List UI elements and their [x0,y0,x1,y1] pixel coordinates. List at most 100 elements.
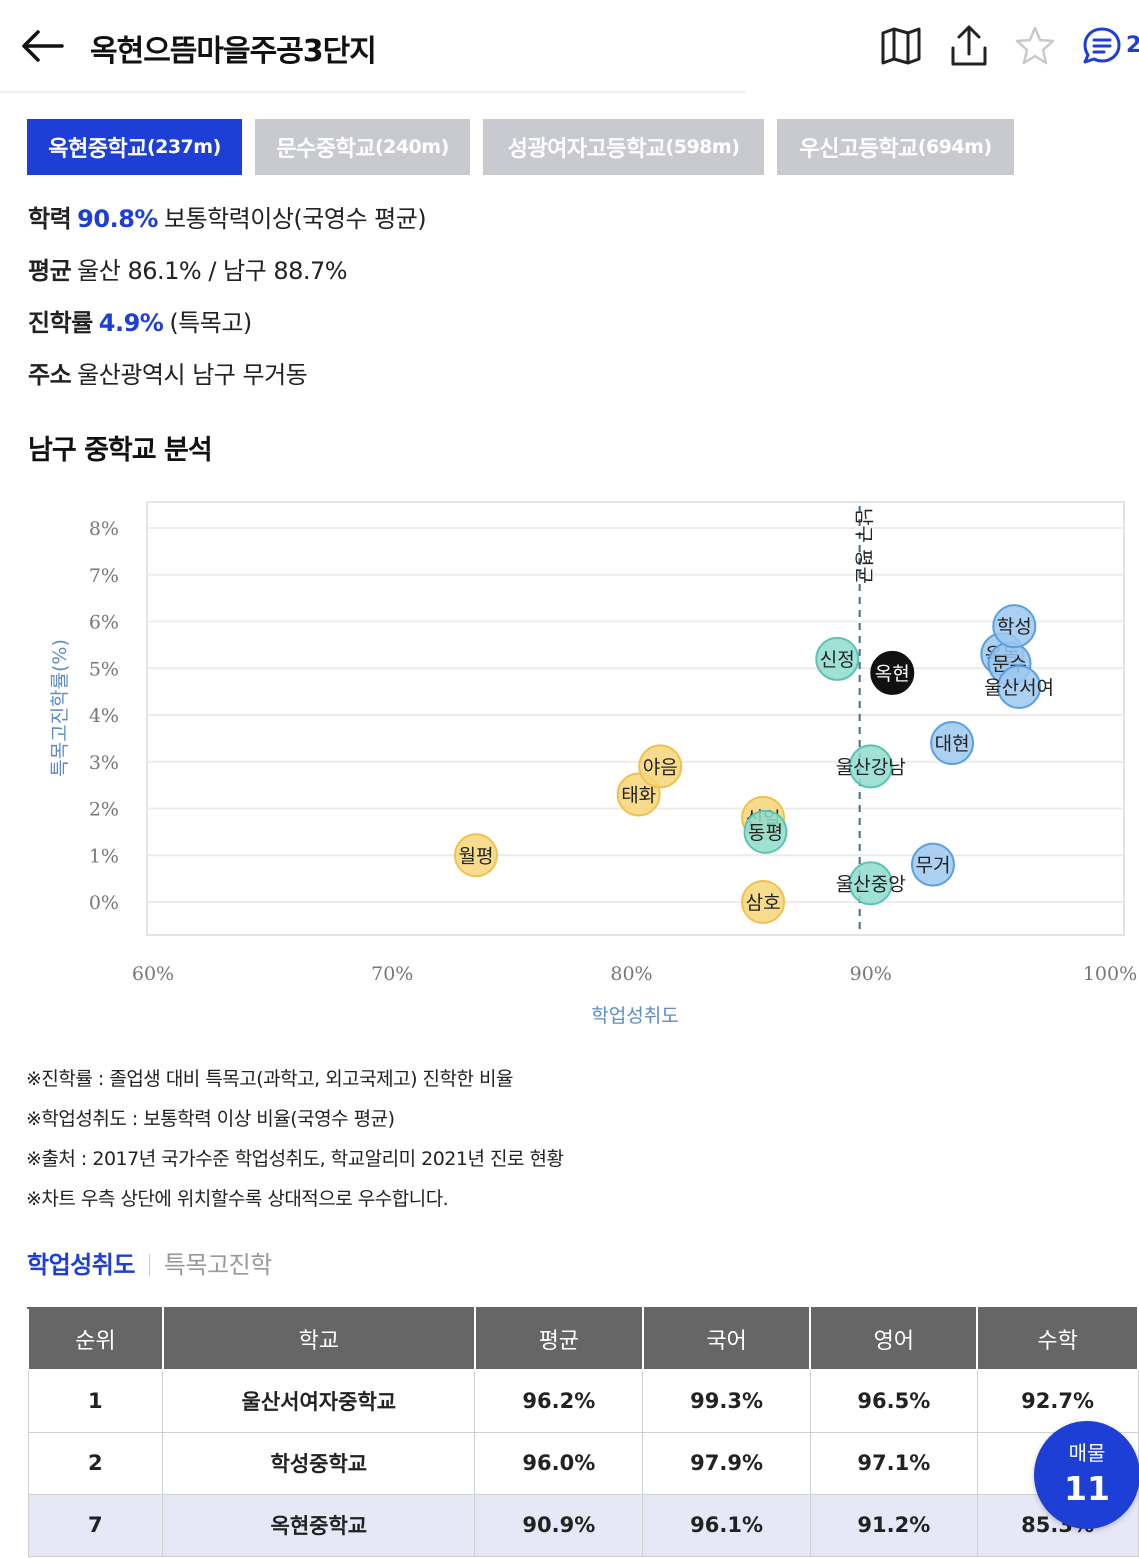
note-line: ※진학률 : 졸업생 대비 특목고(과학고, 외고국제고) 진학한 비율 [26,1064,513,1091]
data-point-label: 신정 [820,649,855,671]
table-cell: 옥현중학교 [162,1493,476,1557]
info-label: 평균 [28,257,72,285]
table-cell: 90.9% [474,1493,644,1557]
y-tick-label: 2% [89,799,119,821]
data-point [930,721,975,766]
data-point-label: 울산서여 [984,677,1054,699]
info-text: (특목고) [169,309,252,337]
y-tick-label: 1% [89,845,119,867]
column-header: 영어 [809,1307,979,1371]
tab-school-name: 성광여자고등학교 [507,137,666,162]
scatter-chart: 0% 1% 2% 3% 4% 5% 6% 7% 8% 60% 70% 80% 90% 100% 학업성취도 특… [0,490,1139,1040]
note-mark: ※ [26,1108,42,1130]
tab-school-3[interactable]: 우신고등학교 (694m) [777,119,1014,175]
info-text: 울산 86.1% / 남구 88.7% [77,257,348,285]
reference-line-label: 남구 평균 [853,508,875,584]
tab-school-1[interactable]: 문수중학교 (240m) [255,119,470,175]
ranking-table: 순위 학교 평균 국어 영어 수학 1 울산서여자중학교 96.2% 99.3%… [27,1307,1139,1557]
comment-icon[interactable] [1080,24,1124,68]
data-point-label: 학성 [997,616,1032,638]
table-row: 2 학성중학교 96.0% 97.9% 97.1% 9 [27,1431,1139,1495]
data-point-label: 무거 [915,855,950,877]
ranking-subtabs: 학업성취도 특목고진학 [27,1245,272,1280]
x-tick-label: 80% [610,963,652,985]
x-tick-label: 90% [850,963,892,985]
info-advancement: 진학률 4.9% (특목고) [28,303,252,338]
y-tick-label: 7% [89,565,119,587]
x-tick-label: 60% [132,963,174,985]
data-point [870,650,915,695]
table-cell: 97.9% [642,1431,811,1495]
info-average: 평균 울산 86.1% / 남구 88.7% [28,251,348,286]
note-mark: ※ [26,1188,42,1210]
section-title: 남구 중학교 분석 [28,435,213,466]
share-icon[interactable] [947,24,991,68]
note-mark: ※ [26,1148,42,1170]
fab-label: 매물 [1068,1441,1106,1465]
column-header: 수학 [976,1307,1139,1371]
data-point [848,744,893,789]
info-label: 진학률 [28,309,93,337]
data-point-label: 월평 [459,845,494,867]
tab-school-distance: (598m) [665,136,740,158]
info-label: 주소 [28,361,72,389]
fab-count: 11 [1064,1469,1110,1508]
map-icon[interactable] [879,24,923,68]
note-mark: ※ [26,1068,42,1090]
tab-school-distance: (694m) [917,136,992,158]
back-arrow-icon[interactable] [18,24,66,68]
column-header: 국어 [641,1307,812,1371]
table-cell: 96.0% [474,1431,644,1495]
table-cell: 1 [27,1369,164,1433]
table-header-row: 순위 학교 평균 국어 영어 수학 [27,1307,1139,1371]
tab-school-name: 옥현중학교 [48,137,147,162]
note-text: 차트 우측 상단에 위치할수록 상대적으로 우수합니다. [41,1188,449,1210]
table-cell: 92.7% [976,1369,1139,1433]
info-value: 4.9% [98,309,164,337]
data-point-label: 동평 [748,822,783,844]
table-cell: 울산서여자중학교 [162,1369,476,1433]
data-point [815,636,860,681]
note-text: 진학률 : 졸업생 대비 특목고(과학고, 외고국제고) 진학한 비율 [41,1068,513,1090]
data-point [741,880,786,924]
data-point-label: 울산강남 [836,756,906,778]
data-point [848,861,893,906]
tab-school-0[interactable]: 옥현중학교 (237m) [27,119,242,175]
star-icon[interactable] [1013,24,1057,68]
data-point-label: 대현 [935,733,970,755]
tab-special-school-advancement[interactable]: 특목고진학 [163,1251,272,1279]
data-point [992,604,1037,649]
table-cell: 2 [27,1431,164,1495]
data-point-label: 울산중앙 [836,873,906,895]
data-point-label: 삼호 [746,892,781,914]
tab-school-name: 우신고등학교 [799,137,918,162]
data-point [743,809,788,854]
y-axis-title: 특목고진학률(%) [49,639,71,777]
note-text: 출처 : 2017년 국가수준 학업성취도, 학교알리미 2021년 진로 현황 [41,1148,564,1170]
info-address: 주소 울산광역시 남구 무거동 [28,355,308,390]
table-cell: 7 [27,1493,164,1557]
plot-frame [146,501,1125,936]
y-tick-label: 4% [89,705,119,727]
data-point-label: 야음 [643,756,678,778]
y-tick-label: 5% [89,658,119,680]
comment-count: 2 [1126,33,1139,58]
data-point [910,842,955,887]
y-tick-label: 8% [89,518,119,540]
column-header: 학교 [161,1307,476,1371]
tab-school-2[interactable]: 성광여자고등학교 (598m) [483,119,764,175]
tab-school-name: 문수중학교 [276,137,375,162]
data-point [997,664,1042,709]
note-text: 학업성취도 : 보통학력 이상 비율(국영수 평균) [41,1108,395,1130]
table-cell: 96.2% [474,1369,644,1433]
subtab-divider [148,1254,150,1276]
column-header: 평균 [473,1307,644,1371]
info-label: 학력 [28,205,72,233]
note-line: ※학업성취도 : 보통학력 이상 비율(국영수 평균) [26,1104,395,1131]
info-academic: 학력 90.8% 보통학력이상(국영수 평균) [28,199,427,234]
tab-academic-achievement[interactable]: 학업성취도 [27,1251,135,1279]
listings-fab-button[interactable]: 매물 11 [1034,1421,1139,1529]
x-tick-label: 100% [1083,963,1137,985]
note-line: ※출처 : 2017년 국가수준 학업성취도, 학교알리미 2021년 진로 현… [26,1144,564,1171]
chart-svg: 0% 1% 2% 3% 4% 5% 6% 7% 8% 60% 70% 80% 90% 100% 학업성취도 특… [49,501,1137,1027]
